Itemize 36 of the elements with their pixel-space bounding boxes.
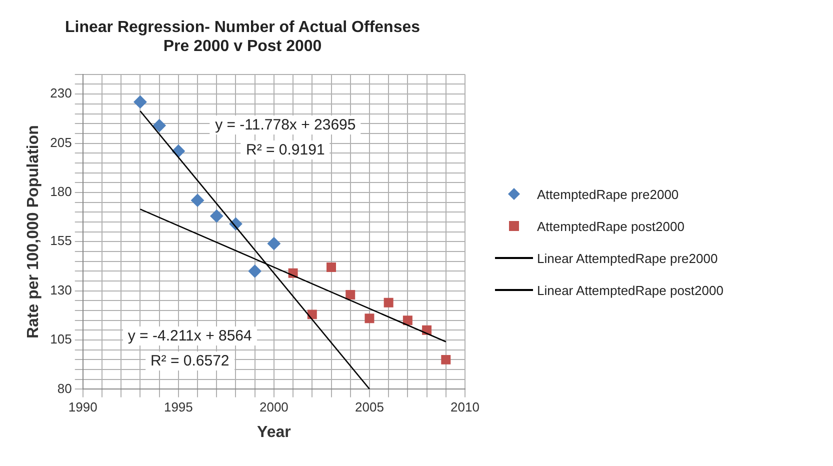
y-tick-label: 80 bbox=[57, 380, 72, 396]
point bbox=[441, 354, 451, 364]
x-tick-label: 1995 bbox=[164, 400, 193, 415]
point bbox=[364, 314, 374, 324]
y-tick-label: 105 bbox=[50, 332, 72, 347]
y-axis-title: Rate per 100,000 Population bbox=[25, 125, 42, 339]
y-tick-label: 230 bbox=[50, 86, 72, 101]
legend-label: AttemptedRape post2000 bbox=[537, 218, 684, 234]
x-tick-label: 2010 bbox=[450, 400, 480, 415]
point bbox=[384, 298, 394, 308]
annotation: y = -11.778x + 23695 bbox=[210, 115, 361, 134]
x-tick-label: 2005 bbox=[355, 400, 384, 415]
x-axis-title: Year bbox=[257, 424, 291, 441]
y-tick-label: 130 bbox=[50, 282, 72, 298]
point bbox=[134, 95, 147, 108]
legend-label: Linear AttemptedRape pre2000 bbox=[537, 250, 718, 266]
point bbox=[210, 210, 224, 223]
y-tick-label: 205 bbox=[50, 134, 72, 150]
point bbox=[346, 290, 356, 300]
point bbox=[152, 119, 166, 132]
x-tick-label: 1990 bbox=[68, 400, 98, 415]
legend-label: Linear AttemptedRape post2000 bbox=[537, 282, 724, 298]
point bbox=[402, 316, 412, 326]
y-tick-label: 155 bbox=[50, 233, 72, 248]
annotation: y = -4.211x + 8564 bbox=[122, 326, 257, 346]
point bbox=[191, 194, 204, 207]
point bbox=[267, 237, 280, 250]
point bbox=[326, 262, 336, 272]
point bbox=[248, 264, 262, 278]
legend-label: AttemptedRape pre2000 bbox=[537, 186, 679, 202]
point bbox=[307, 310, 317, 320]
annotation: R² = 0.6572 bbox=[145, 351, 234, 370]
chart-title: Linear Regression- Number of Actual Offenses Pre 2000 v Post 2000 bbox=[64, 19, 420, 56]
y-tick-label: 180 bbox=[50, 184, 72, 200]
annotation: R² = 0.9191 bbox=[241, 140, 330, 160]
x-tick-label: 2000 bbox=[259, 400, 288, 415]
